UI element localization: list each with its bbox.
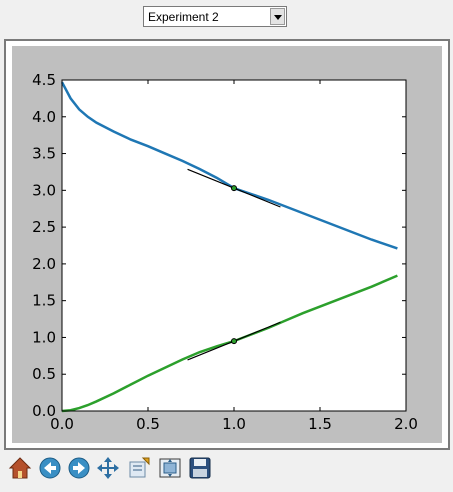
x-tick-label: 1.0: [222, 415, 246, 433]
tangent-point-2: [231, 338, 237, 345]
plot-area: [62, 80, 406, 411]
series-line-2: [61, 274, 398, 413]
back-button[interactable]: [36, 454, 64, 482]
y-tick-label: 4.5: [32, 71, 56, 89]
configure-subplots-icon: [159, 458, 181, 478]
save-icon: [189, 457, 211, 479]
tangent-point-1: [231, 185, 237, 192]
forward-arrow-icon: [68, 457, 90, 479]
home-button[interactable]: [6, 454, 34, 482]
pan-icon: [97, 457, 119, 479]
home-icon: [8, 457, 32, 479]
save-button[interactable]: [186, 454, 214, 482]
forward-button[interactable]: [65, 454, 93, 482]
pan-button[interactable]: [94, 454, 122, 482]
figure-canvas[interactable]: 0.0 0.5 1.0 1.5 2.0 0.0 0.5 1.0 1.5 2.0 2.5 3.0 3.5 4…: [4, 39, 450, 450]
y-tick-label: 4.0: [32, 108, 56, 126]
y-tick-label: 1.0: [32, 328, 56, 346]
y-tick-label: 1.5: [32, 292, 56, 310]
experiment-select[interactable]: Experiment 2: [143, 6, 287, 27]
chevron-down-icon[interactable]: [270, 8, 285, 25]
y-tick-label: 2.5: [32, 218, 56, 236]
y-tick-label: 0.5: [32, 365, 56, 383]
x-tick-label: 0.5: [136, 415, 160, 433]
y-tick-label: 2.0: [32, 255, 56, 273]
series-line-1: [60, 81, 398, 250]
zoom-button[interactable]: [125, 454, 153, 482]
experiment-select-value: Experiment 2: [148, 10, 219, 24]
configure-subplots-button[interactable]: [156, 454, 184, 482]
y-tick-label: 0.0: [32, 402, 56, 420]
y-tick-label: 3.0: [32, 181, 56, 199]
zoom-icon: [129, 457, 150, 478]
plot-svg: 0.0 0.5 1.0 1.5 2.0 0.0 0.5 1.0 1.5 2.0 2.5 3.0 3.5 4…: [32, 71, 418, 433]
x-tick-label: 1.5: [308, 415, 332, 433]
y-tick-label: 3.5: [32, 145, 56, 163]
x-tick-label: 0.0: [50, 415, 74, 433]
back-arrow-icon: [39, 457, 61, 479]
x-tick-label: 2.0: [394, 415, 418, 433]
